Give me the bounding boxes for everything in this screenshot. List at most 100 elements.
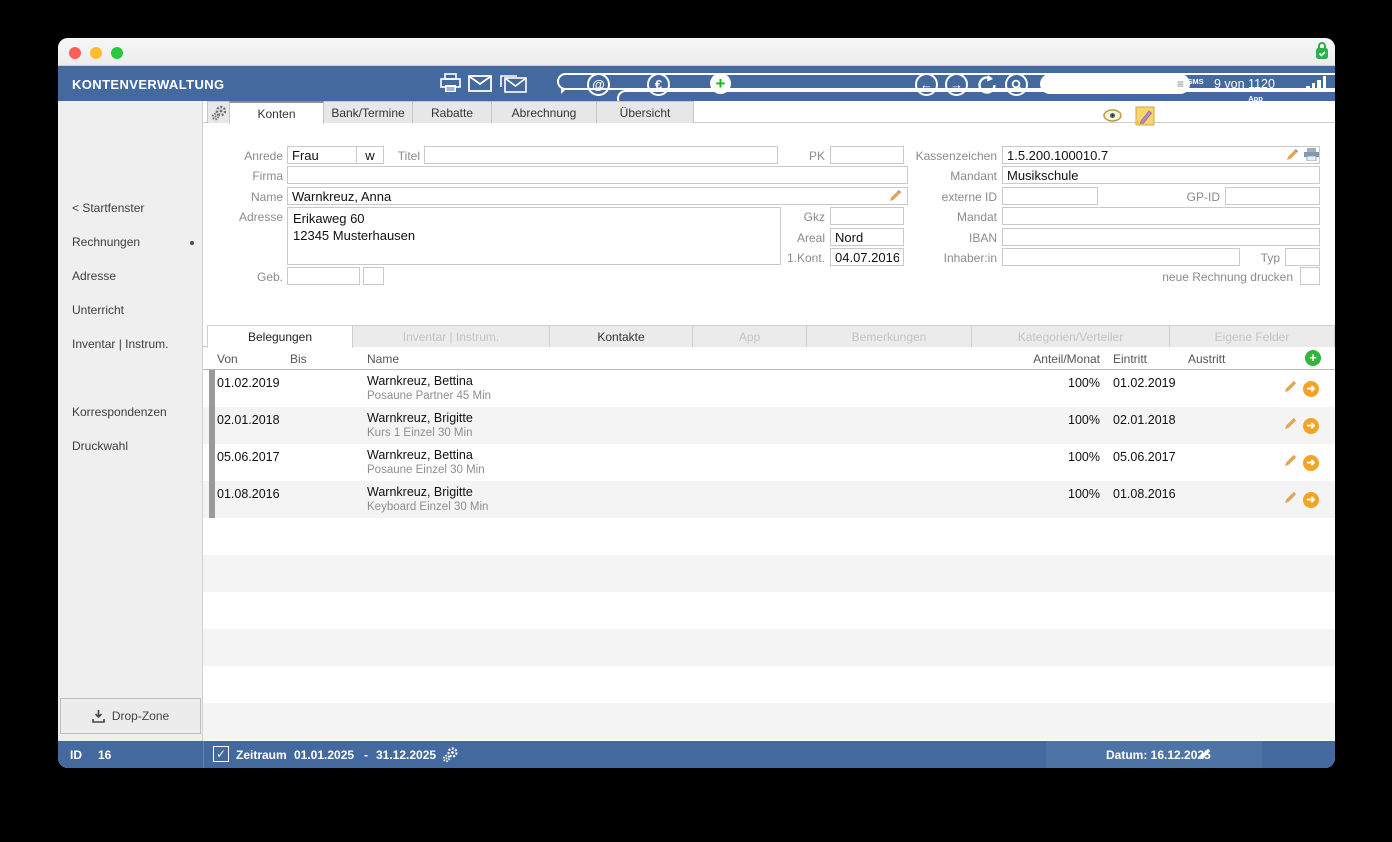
row-edit-icon[interactable] bbox=[1283, 453, 1298, 473]
neue-rechnung-checkbox[interactable] bbox=[1300, 267, 1320, 285]
anrede-gender-field[interactable] bbox=[356, 146, 384, 164]
row-open-icon[interactable]: ➜ bbox=[1303, 455, 1319, 471]
name-field[interactable] bbox=[287, 187, 908, 205]
kassenzeichen-edit-icon[interactable] bbox=[1285, 147, 1300, 167]
note-icon[interactable] bbox=[1135, 106, 1155, 126]
zeitraum-checkbox[interactable]: ✓ bbox=[213, 746, 229, 762]
table-row[interactable]: 01.02.2019 Warnkreuz, Bettina Posaune Pa… bbox=[203, 370, 1335, 407]
titel-field[interactable] bbox=[424, 146, 778, 164]
minimize-window-button[interactable] bbox=[90, 47, 102, 59]
nav-forward-button[interactable]: → bbox=[945, 73, 968, 96]
cell-von: 01.02.2019 bbox=[217, 376, 280, 390]
preview-eye-icon[interactable] bbox=[1103, 109, 1122, 122]
row-edit-icon[interactable] bbox=[1283, 379, 1298, 399]
kassenzeichen-field[interactable] bbox=[1002, 146, 1320, 164]
row-selection-bar bbox=[209, 370, 215, 521]
euro-icon[interactable]: € bbox=[647, 73, 670, 96]
arrow-right-glyph: → bbox=[950, 77, 963, 92]
iban-label: IBAN bbox=[968, 231, 997, 245]
name-edit-icon[interactable] bbox=[888, 188, 903, 208]
row-open-icon[interactable]: ➜ bbox=[1303, 492, 1319, 508]
col-name[interactable]: Name bbox=[367, 352, 400, 366]
areal-field[interactable] bbox=[830, 228, 904, 246]
tab-rabatte[interactable]: Rabatte bbox=[412, 101, 492, 123]
tab-kategorien-verteiler: Kategorien/Verteiler bbox=[971, 325, 1170, 347]
row-edit-icon[interactable] bbox=[1283, 490, 1298, 510]
zeitraum-settings-icon[interactable] bbox=[442, 746, 459, 766]
externe-id-label: externe ID bbox=[941, 190, 997, 204]
tab-bank-termine[interactable]: Bank/Termine bbox=[323, 101, 413, 123]
geb-field-2[interactable] bbox=[363, 267, 384, 285]
externe-id-field[interactable] bbox=[1002, 187, 1098, 205]
adresse-field[interactable]: Erikaweg 60 12345 Musterhausen bbox=[287, 207, 781, 265]
tab-belegungen[interactable]: Belegungen bbox=[207, 325, 353, 348]
search-box[interactable]: ≡ bbox=[1017, 74, 1190, 94]
cell-name: Warnkreuz, Bettina bbox=[367, 448, 473, 462]
col-bis[interactable]: Bis bbox=[290, 352, 307, 366]
tab-kontakte[interactable]: Kontakte bbox=[549, 325, 693, 347]
col-von[interactable]: Von bbox=[217, 352, 238, 366]
mandat-field[interactable] bbox=[1002, 207, 1320, 225]
app-icon-label: App bbox=[1248, 94, 1263, 103]
sidebar-item-inventar[interactable]: Inventar | Instrum. bbox=[72, 337, 169, 351]
gkz-field[interactable] bbox=[830, 207, 904, 225]
kassenzeichen-print-icon[interactable] bbox=[1304, 148, 1319, 166]
typ-field[interactable] bbox=[1285, 248, 1320, 266]
col-anteil[interactable]: Anteil/Monat bbox=[1033, 352, 1100, 366]
cell-eintritt: 01.02.2019 bbox=[1113, 376, 1176, 390]
zeitraum-sep: - bbox=[364, 748, 368, 762]
nav-back-button[interactable]: ← bbox=[915, 73, 938, 96]
gp-id-field[interactable] bbox=[1225, 187, 1320, 205]
sidebar: < Startfenster Rechnungen Adresse Unterr… bbox=[58, 101, 203, 741]
email-at-icon[interactable]: @ bbox=[587, 73, 610, 96]
table-row[interactable]: 05.06.2017 Warnkreuz, Bettina Posaune Ei… bbox=[203, 444, 1335, 481]
inhaber-field[interactable] bbox=[1002, 248, 1240, 266]
add-record-button[interactable]: + bbox=[710, 73, 731, 94]
name-label: Name bbox=[250, 190, 283, 204]
pk-field[interactable] bbox=[830, 146, 904, 164]
zoom-window-button[interactable] bbox=[111, 47, 123, 59]
row-edit-icon[interactable] bbox=[1283, 416, 1298, 436]
id-value: 16 bbox=[98, 748, 112, 762]
erstkontakt-field[interactable] bbox=[830, 248, 904, 266]
tab-konten[interactable]: Konten bbox=[229, 101, 324, 124]
status-separator bbox=[203, 741, 204, 768]
mandant-field[interactable] bbox=[1002, 166, 1320, 184]
sidebar-item-korrespondenzen[interactable]: Korrespondenzen bbox=[72, 405, 167, 419]
row-open-icon[interactable]: ➜ bbox=[1303, 418, 1319, 434]
sidebar-item-adresse[interactable]: Adresse bbox=[72, 269, 117, 283]
refresh-icon[interactable] bbox=[975, 73, 999, 97]
adresse-line1: Erikaweg 60 bbox=[293, 211, 365, 226]
add-belegung-button[interactable]: + bbox=[1305, 350, 1321, 366]
email-batch-icon[interactable] bbox=[500, 75, 527, 93]
kassenzeichen-label: Kassenzeichen bbox=[915, 149, 997, 163]
col-austritt[interactable]: Austritt bbox=[1188, 352, 1226, 366]
geb-field[interactable] bbox=[287, 267, 360, 285]
anrede-field[interactable] bbox=[287, 146, 357, 164]
sidebar-item-startfenster[interactable]: < Startfenster bbox=[72, 201, 145, 215]
dropzone-button[interactable]: Drop-Zone bbox=[60, 698, 201, 734]
tab-abrechnung[interactable]: Abrechnung bbox=[491, 101, 597, 123]
sidebar-item-rechnungen[interactable]: Rechnungen bbox=[72, 235, 141, 249]
tab-settings-gear[interactable] bbox=[207, 101, 230, 123]
cell-eintritt: 01.08.2016 bbox=[1113, 487, 1176, 501]
search-options-icon[interactable]: ≡ bbox=[1176, 77, 1184, 91]
firma-field[interactable] bbox=[287, 166, 908, 184]
search-input[interactable] bbox=[1017, 76, 1169, 92]
col-eintritt[interactable]: Eintritt bbox=[1113, 352, 1148, 366]
close-window-button[interactable] bbox=[69, 47, 81, 59]
sidebar-item-druckwahl[interactable]: Druckwahl bbox=[72, 439, 129, 453]
iban-field[interactable] bbox=[1002, 228, 1320, 246]
row-open-icon[interactable]: ➜ bbox=[1303, 381, 1319, 397]
table-row[interactable]: 01.08.2016 Warnkreuz, Brigitte Keyboard … bbox=[203, 481, 1335, 518]
email-icon[interactable] bbox=[468, 75, 492, 92]
cell-detail: Keyboard Einzel 30 Min bbox=[367, 501, 489, 513]
sidebar-item-unterricht[interactable]: Unterricht bbox=[72, 303, 125, 317]
table-row[interactable]: 02.01.2018 Warnkreuz, Brigitte Kurs 1 Ei… bbox=[203, 407, 1335, 444]
print-icon[interactable] bbox=[439, 73, 462, 94]
typ-label: Typ bbox=[1260, 251, 1280, 265]
tab-uebersicht[interactable]: Übersicht bbox=[596, 101, 694, 123]
check-glyph: ✓ bbox=[215, 747, 227, 761]
gkz-label: Gkz bbox=[803, 210, 825, 224]
datum-edit-icon[interactable] bbox=[1198, 747, 1212, 764]
